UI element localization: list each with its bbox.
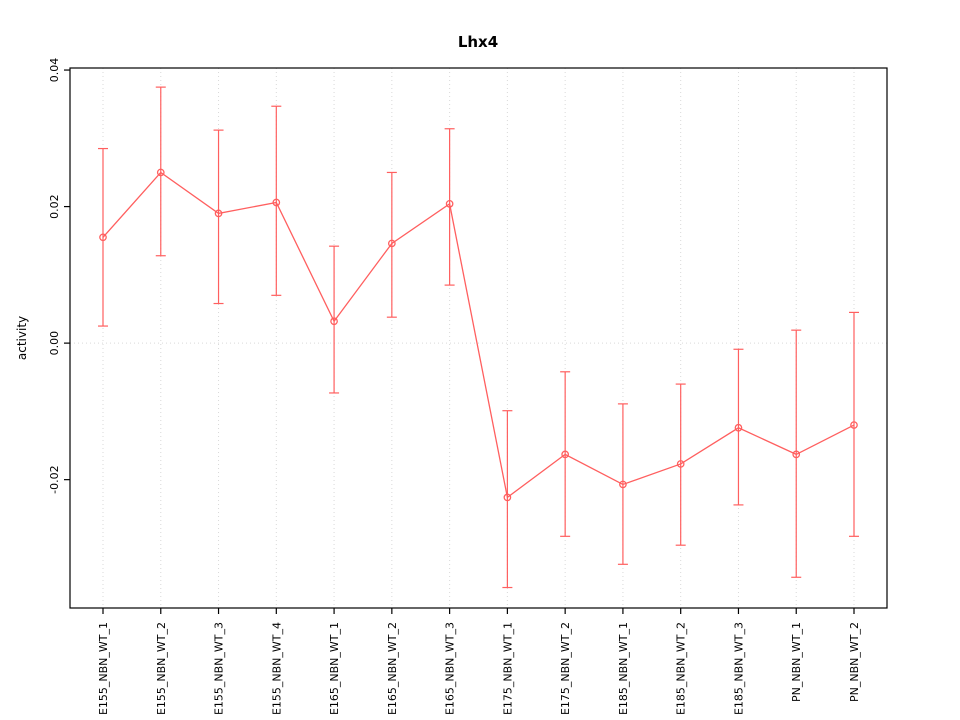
data-point <box>792 450 801 459</box>
data-point <box>214 209 223 218</box>
x-tick-label: E155_NBN_WT_3 <box>213 622 226 715</box>
data-point <box>387 239 396 248</box>
series-layer <box>98 86 859 589</box>
axes-layer: -0.02 0.00 0.02 0.04 E155_NBN_WT_1 E155_NBN_W… <box>48 58 861 715</box>
gridlines-layer <box>70 68 887 608</box>
x-tick-label: E165_NBN_WT_1 <box>328 622 341 715</box>
x-tick-label: PN_NBN_WT_2 <box>848 622 861 702</box>
data-point <box>676 460 685 468</box>
series-line <box>102 171 855 499</box>
chart-title: Lhx4 <box>458 33 498 51</box>
x-tick-label: E155_NBN_WT_2 <box>155 622 168 715</box>
x-tick-label: E165_NBN_WT_2 <box>386 622 399 715</box>
x-tick-label: E185_NBN_WT_3 <box>732 622 745 715</box>
data-point <box>619 480 627 489</box>
data-point <box>503 493 512 502</box>
data-point <box>99 233 107 242</box>
x-tick-label: E175_NBN_WT_1 <box>501 622 514 715</box>
data-point <box>850 421 858 429</box>
data-point <box>445 200 454 208</box>
y-tick-label: 0.02 <box>48 194 61 219</box>
data-point <box>272 198 281 207</box>
x-tick-label: E165_NBN_WT_3 <box>444 622 457 715</box>
y-axis-label: activity <box>15 316 29 360</box>
x-tick-label: PN_NBN_WT_1 <box>790 622 803 702</box>
y-tick-label: 0.04 <box>48 58 61 83</box>
x-tick-label: E175_NBN_WT_2 <box>559 622 572 715</box>
y-tick-label: -0.02 <box>48 465 61 493</box>
data-point <box>561 450 570 459</box>
x-tick-label: E155_NBN_WT_4 <box>270 622 283 715</box>
data-point <box>330 317 338 326</box>
x-tick-label: E155_NBN_WT_1 <box>97 622 110 715</box>
data-point <box>734 423 743 432</box>
y-tick-label: 0.00 <box>48 331 61 356</box>
plot-border <box>69 67 888 609</box>
data-point <box>156 168 165 177</box>
x-tick-label: E185_NBN_WT_2 <box>675 622 688 715</box>
x-tick-label: E185_NBN_WT_1 <box>617 622 630 715</box>
